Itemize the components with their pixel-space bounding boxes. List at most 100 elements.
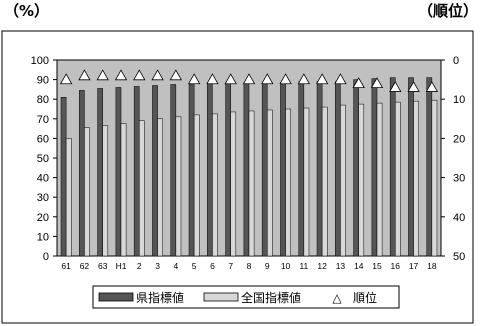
rank-marker-10 [279,73,292,85]
bar-national-6 [212,113,218,257]
right-axis: 0 10 20 30 40 50 [441,55,465,263]
rank-marker-8 [242,73,256,85]
rank-marker-62 [78,69,91,81]
legend-label-rank: 順位 [353,290,377,305]
rank-marker-15 [370,77,384,89]
bar-national-5 [193,114,200,257]
bar-prefecture-10 [280,82,286,257]
bar-prefecture-13 [335,81,341,257]
left-tick-label: 60 [37,133,49,145]
legend-marker-rank-icon: △ [332,291,342,305]
rank-marker-H1 [114,69,128,81]
bar-prefecture-11 [298,81,305,257]
left-axis-unit: （%） [4,2,49,20]
bar-national-63 [102,125,109,257]
legend: 県指標値 全国指標値 △ 順位 [92,285,400,309]
rank-marker-5 [187,73,201,85]
rank-marker-9 [261,73,274,85]
x-tick-label: 13 [336,261,346,271]
right-tick-label: 20 [453,133,465,145]
bar-prefecture-16 [389,77,396,257]
left-tick-label: 40 [37,173,49,185]
x-tick-label: 62 [80,261,90,271]
left-tick-label: 50 [37,153,49,165]
right-tick-label: 10 [453,94,465,106]
bar-national-16 [395,101,401,257]
x-axis: 61 62 63 H1 2 3 4 5 6 7 8 9 10 11 12 13 14 15 16 17 18 [61,261,436,271]
rank-marker-11 [297,73,311,85]
x-tick-label: 14 [354,261,364,271]
bar-national-12 [321,106,328,257]
bar-national-2 [139,120,145,257]
bar-national-15 [376,102,383,257]
bar-prefecture-62 [79,90,85,257]
legend-swatch-prefecture [98,292,134,302]
rank-marker-63 [96,69,109,81]
bar-prefecture-12 [316,81,323,257]
rank-marker-4 [169,69,183,81]
bar-national-10 [285,108,291,257]
left-tick-label: 80 [37,94,49,106]
bar-national-8 [248,110,255,257]
bar-prefecture-6 [207,83,213,257]
bar-national-17 [413,100,419,257]
rank-marker-2 [133,69,146,81]
bar-prefecture-18 [426,77,433,257]
right-tick-label: 50 [453,251,465,263]
x-tick-label: 16 [391,261,401,271]
bar-national-3 [157,118,163,257]
rank-markers-layer [59,69,439,92]
x-tick-label: 15 [372,261,382,271]
bar-prefecture-63 [97,88,103,257]
x-tick-label: 8 [247,261,252,271]
rank-marker-3 [151,69,164,81]
x-tick-label: 4 [173,261,178,271]
bar-national-14 [358,103,365,257]
x-tick-label: 7 [228,261,233,271]
x-tick-label: 2 [137,261,142,271]
rank-marker-13 [334,73,347,85]
right-axis-unit: （順位） [418,2,478,20]
left-tick-label: 20 [37,212,49,224]
right-tick-label: 40 [453,212,465,224]
x-tick-label: 11 [299,261,308,271]
bar-prefecture-17 [408,77,414,257]
bar-national-9 [267,109,273,257]
bar-national-62 [84,127,90,257]
bar-national-11 [303,107,310,257]
x-tick-label: 17 [409,261,419,271]
bar-prefecture-8 [243,82,250,257]
right-tick-label: 30 [453,173,465,185]
bar-prefecture-4 [170,84,177,257]
left-tick-label: 100 [31,55,49,67]
legend-swatch-national [203,292,239,302]
left-tick-label: 30 [37,192,49,204]
x-tick-label: 18 [427,261,437,271]
x-tick-label: 6 [210,261,215,271]
x-tick-label: H1 [116,261,127,271]
rank-marker-12 [315,73,329,85]
bar-national-4 [175,116,182,257]
rank-marker-14 [352,77,365,89]
x-tick-label: 61 [61,261,71,271]
left-tick-label: 90 [37,75,49,87]
bar-prefecture-9 [261,82,268,257]
bar-prefecture-7 [225,83,231,257]
rank-marker-17 [407,81,420,92]
rank-marker-7 [224,73,237,85]
bar-national-13 [340,104,346,257]
bar-prefecture-5 [188,84,195,257]
rank-marker-16 [389,81,402,92]
bar-national-H1 [120,123,127,257]
rank-marker-6 [206,73,219,85]
bar-national-18 [431,99,438,257]
rank-marker-61 [59,73,73,85]
bar-national-61 [65,138,72,257]
bar-national-7 [230,111,237,257]
left-tick-label: 10 [37,231,49,243]
bars-layer [60,77,438,257]
x-tick-label: 5 [192,261,197,271]
right-tick-label: 0 [453,55,459,67]
